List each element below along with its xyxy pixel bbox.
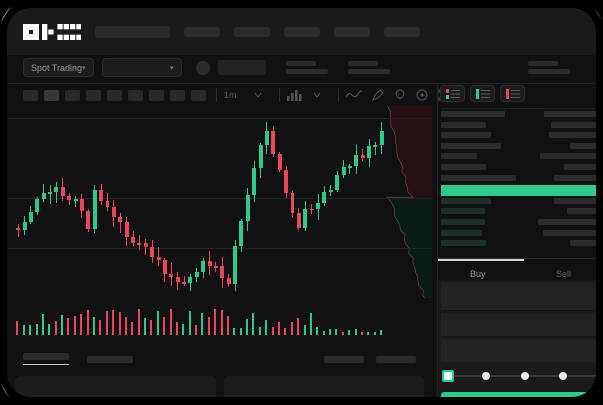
svg-text:1m: 1m [224,90,237,100]
